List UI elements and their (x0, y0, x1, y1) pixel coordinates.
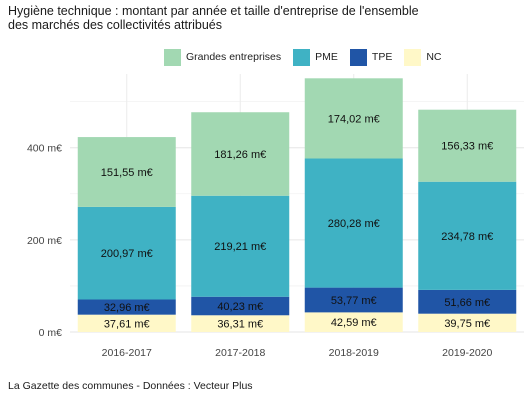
bar-nc-2019-2020 (418, 313, 517, 332)
data-label-pme-2019-2020: 234,78 m€ (441, 231, 493, 243)
x-tick-label: 2017-2018 (215, 347, 265, 359)
bar-grandes-entreprises-2016-2017 (77, 137, 176, 207)
bar-nc-2018-2019 (304, 312, 403, 332)
legend-label: Grandes entreprises (186, 51, 282, 63)
data-label-grandes-entreprises-2016-2017: 151,55 m€ (101, 167, 153, 179)
bar-pme-2016-2017 (77, 206, 176, 300)
data-label-nc-2017-2018: 36,31 m€ (217, 319, 263, 331)
data-label-pme-2016-2017: 200,97 m€ (101, 248, 153, 260)
legend-item-grandes-entreprises: Grandes entreprises (164, 48, 282, 66)
legend-label: NC (426, 51, 442, 63)
data-label-nc-2018-2019: 42,59 m€ (331, 317, 377, 329)
data-label-nc-2019-2020: 39,75 m€ (444, 318, 490, 330)
chart-title: Hygiène technique : montant par année et… (8, 4, 508, 32)
bar-grandes-entreprises-2017-2018 (191, 112, 290, 196)
bar-grandes-entreprises-2018-2019 (304, 78, 403, 159)
data-label-pme-2017-2018: 219,21 m€ (214, 241, 266, 253)
data-label-grandes-entreprises-2019-2020: 156,33 m€ (441, 141, 493, 153)
legend-swatch (164, 48, 181, 66)
data-label-pme-2018-2019: 280,28 m€ (328, 218, 380, 230)
data-label-nc-2016-2017: 37,61 m€ (104, 318, 150, 330)
data-label-tpe-2017-2018: 40,23 m€ (217, 301, 263, 313)
y-tick-label: 0 m€ (39, 327, 63, 339)
data-label-tpe-2016-2017: 32,96 m€ (104, 302, 150, 314)
legend-item-pme: PME (293, 48, 338, 66)
x-tick-label: 2016-2017 (102, 347, 152, 359)
bar-nc-2017-2018 (191, 315, 290, 332)
y-tick-label: 400 m€ (27, 143, 62, 155)
bar-tpe-2016-2017 (77, 299, 176, 315)
bar-tpe-2018-2019 (304, 287, 403, 313)
legend-item-tpe: TPE (349, 48, 393, 66)
legend-label: TPE (371, 51, 393, 63)
y-tick-label: 200 m€ (27, 235, 62, 247)
legend-item-nc: NC (404, 48, 442, 66)
x-tick-label: 2019-2020 (442, 347, 492, 359)
legend-swatch (404, 48, 422, 66)
bar-tpe-2017-2018 (191, 296, 290, 316)
data-label-tpe-2018-2019: 53,77 m€ (331, 295, 377, 307)
data-label-tpe-2019-2020: 51,66 m€ (444, 297, 490, 309)
chart-title-line-1: Hygiène technique : montant par année et… (8, 4, 419, 18)
source-caption: La Gazette des communes - Données : Vect… (8, 380, 253, 392)
chart-title-line-2: des marchés des collectivités attribués (8, 18, 222, 32)
legend-label: PME (315, 51, 338, 63)
legend-swatch (293, 48, 311, 66)
bar-tpe-2019-2020 (418, 289, 517, 314)
bar-pme-2018-2019 (304, 158, 403, 288)
legend-swatch (349, 48, 367, 66)
bar-grandes-entreprises-2019-2020 (418, 109, 517, 182)
data-label-grandes-entreprises-2017-2018: 181,26 m€ (214, 149, 266, 161)
data-label-grandes-entreprises-2018-2019: 174,02 m€ (328, 113, 380, 125)
bar-pme-2019-2020 (418, 181, 517, 290)
bar-nc-2016-2017 (77, 314, 176, 332)
x-tick-label: 2018-2019 (329, 347, 379, 359)
bar-pme-2017-2018 (191, 195, 290, 297)
legend: Grandes entreprises PME TPE NC (164, 47, 454, 67)
